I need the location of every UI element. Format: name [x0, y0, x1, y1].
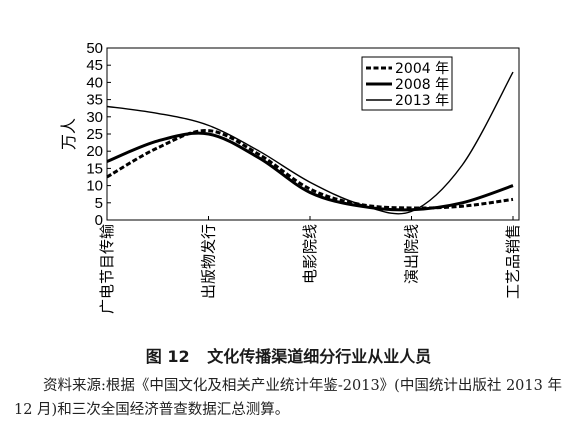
y-tick-label: 25: [86, 126, 103, 143]
legend-label: 2008 年: [395, 77, 449, 93]
y-tick-label: 45: [86, 57, 103, 74]
series-line-2: [106, 131, 514, 212]
legend-label: 2004 年: [395, 61, 449, 77]
y-tick-label: 0: [95, 212, 103, 229]
x-tick-label: 电影院线: [301, 224, 319, 284]
source-note: 资料来源:根据《中国文化及相关产业统计年鉴-2013》(中国统计出版社 2013…: [14, 378, 562, 418]
y-tick-label: 40: [86, 74, 103, 91]
x-tick-label: 出版物发行: [200, 224, 218, 299]
x-tick-label: 演出院线: [403, 224, 421, 284]
y-tick-label: 20: [86, 143, 103, 160]
y-tick-label: 5: [95, 195, 103, 212]
figure-caption: 图 12 文化传播渠道细分行业从业人员: [0, 343, 577, 367]
x-tick-label: 广电节目传输: [98, 224, 116, 314]
y-tick-label: 10: [86, 178, 103, 195]
legend-label: 2013 年: [395, 93, 449, 109]
series-line-3: [106, 71, 514, 215]
y-axis-label: 万人: [59, 118, 78, 150]
figure-title: 文化传播渠道细分行业从业人员: [207, 347, 432, 366]
series-line-1: [106, 129, 514, 210]
y-tick-label: 50: [86, 40, 103, 57]
y-tick-label: 15: [86, 160, 103, 177]
figure-number: 图 12: [145, 347, 190, 366]
legend-box: [361, 56, 453, 111]
x-tick-label: 工艺品销售: [504, 224, 522, 299]
y-tick-label: 35: [86, 92, 103, 109]
y-tick-label: 30: [86, 109, 103, 126]
